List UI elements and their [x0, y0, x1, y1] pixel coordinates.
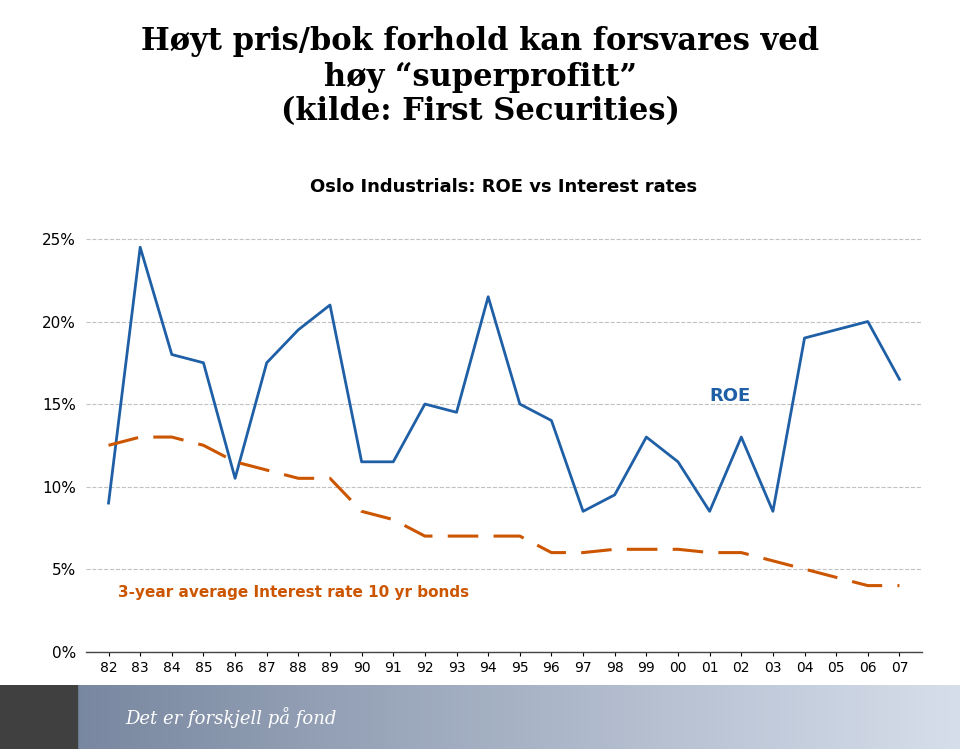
Text: 3-year average Interest rate 10 yr bonds: 3-year average Interest rate 10 yr bonds	[118, 585, 469, 600]
Text: Det er forskjell på fond: Det er forskjell på fond	[125, 707, 336, 727]
Text: ROE: ROE	[709, 386, 751, 404]
Title: Oslo Industrials: ROE vs Interest rates: Oslo Industrials: ROE vs Interest rates	[310, 178, 698, 196]
Text: Høyt pris/bok forhold kan forsvares ved: Høyt pris/bok forhold kan forsvares ved	[141, 26, 819, 57]
Text: høy “superprofitt”: høy “superprofitt”	[324, 61, 636, 93]
Text: (kilde: First Securities): (kilde: First Securities)	[280, 96, 680, 127]
